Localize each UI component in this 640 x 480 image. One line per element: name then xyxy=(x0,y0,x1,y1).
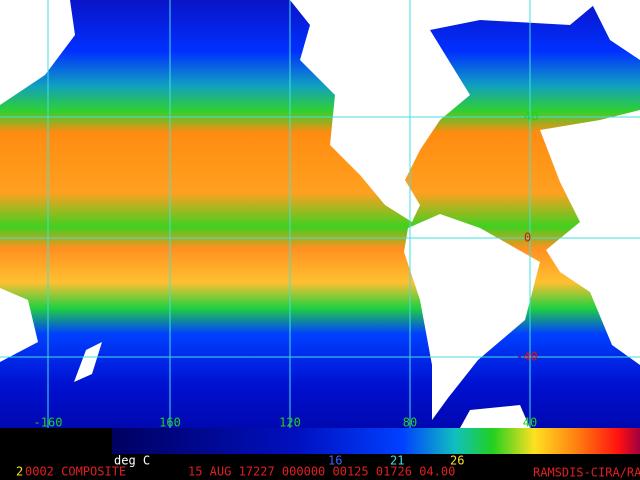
map: 40 0 -40 -160 160 120 80 40 xyxy=(0,0,640,430)
lon-label: 160 xyxy=(159,416,181,430)
product: 0002 COMPOSITE xyxy=(25,465,126,479)
footer: 2 0002 COMPOSITE 15 AUG 17227 000000 001… xyxy=(16,465,640,480)
info: 15 AUG 17227 000000 00125 01726 04.00 xyxy=(188,465,455,479)
colorbar-scale xyxy=(112,428,640,454)
colorbar: deg C 16 21 26 xyxy=(0,428,640,468)
colorbar-label: 26 xyxy=(450,454,464,468)
lat-label: 40 xyxy=(524,110,538,124)
colorbar-blank xyxy=(0,428,112,454)
colorbar-label: 21 xyxy=(390,454,404,468)
colorbar-unit: deg C xyxy=(114,454,150,468)
lat-label: 0 xyxy=(524,231,531,245)
lon-label: 80 xyxy=(403,416,417,430)
band: 2 xyxy=(16,465,23,479)
graticule xyxy=(0,0,640,428)
lat-label: -40 xyxy=(516,350,538,364)
colorbar-label: 16 xyxy=(328,454,342,468)
lon-label: 120 xyxy=(279,416,301,430)
lon-label: -160 xyxy=(34,416,63,430)
source: RAMSDIS-CIRA/RAMM xyxy=(533,466,640,480)
lon-label: 40 xyxy=(523,416,537,430)
land xyxy=(0,0,640,428)
